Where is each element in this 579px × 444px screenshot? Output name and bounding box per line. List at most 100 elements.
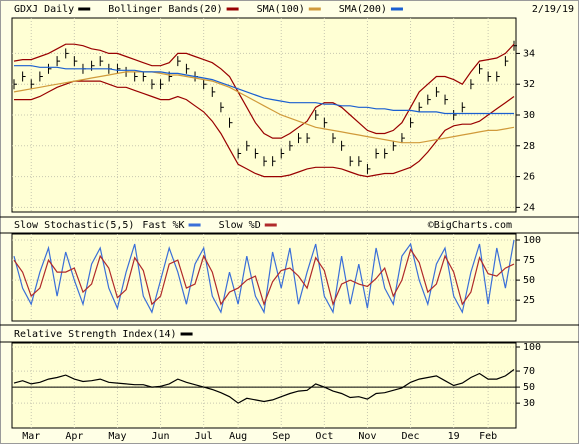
price-bar bbox=[13, 79, 17, 90]
price-bar bbox=[358, 156, 362, 167]
price-bar bbox=[142, 71, 147, 82]
price-bar bbox=[185, 63, 190, 74]
price-bar bbox=[272, 156, 276, 167]
legend-swatch bbox=[188, 223, 201, 227]
price-bar bbox=[461, 102, 466, 113]
y-tick-label: 100 bbox=[523, 342, 541, 353]
price-bar bbox=[56, 56, 61, 67]
y-tick-label: 100 bbox=[523, 235, 541, 246]
x-tick-label: Sep bbox=[272, 431, 290, 442]
y-tick-label: 75 bbox=[523, 255, 535, 266]
legend-swatch bbox=[308, 7, 321, 11]
price-bar bbox=[246, 140, 250, 151]
y-tick-label: 50 bbox=[523, 275, 535, 286]
x-tick-label: 19 bbox=[448, 431, 460, 442]
legend-swatch bbox=[264, 223, 277, 227]
price-bar bbox=[211, 86, 216, 97]
y-tick-label: 34 bbox=[523, 48, 535, 59]
date-label: 2/19/19 bbox=[532, 4, 574, 15]
series-line bbox=[13, 369, 515, 404]
price-bar bbox=[229, 117, 233, 128]
price-bar bbox=[160, 79, 164, 90]
price-bar bbox=[479, 63, 483, 74]
price-bar bbox=[280, 148, 285, 159]
price-bar bbox=[116, 63, 121, 74]
price-bar bbox=[47, 63, 52, 74]
y-tick-label: 25 bbox=[523, 295, 535, 306]
price-bar bbox=[332, 133, 336, 144]
x-tick-label: Aug bbox=[229, 431, 247, 442]
price-bar bbox=[237, 148, 242, 159]
legend-swatch bbox=[390, 7, 403, 11]
legend-label: SMA(200) bbox=[339, 4, 387, 15]
price-bar bbox=[220, 102, 224, 113]
series-line bbox=[13, 248, 515, 307]
price-bar bbox=[22, 71, 26, 82]
series-line bbox=[14, 80, 515, 178]
price-bar bbox=[366, 163, 371, 174]
price-bar bbox=[504, 56, 509, 67]
y-tick-label: 30 bbox=[523, 398, 535, 409]
legend-label: Bollinger Bands(20) bbox=[108, 4, 222, 15]
x-tick-label: Dec bbox=[402, 431, 420, 442]
legend-label: SMA(100) bbox=[257, 4, 305, 15]
price-bar bbox=[99, 56, 104, 67]
price-bar bbox=[427, 94, 431, 105]
price-bar bbox=[435, 86, 440, 97]
x-tick-label: Jul bbox=[195, 431, 213, 442]
x-tick-label: Apr bbox=[65, 431, 83, 442]
legend-label: Slow %D bbox=[219, 220, 261, 231]
series-line bbox=[13, 71, 515, 144]
price-bar bbox=[453, 110, 457, 120]
legend-swatch bbox=[180, 332, 193, 336]
price-bar bbox=[289, 140, 293, 151]
price-bar bbox=[410, 117, 414, 128]
series-line bbox=[13, 239, 515, 315]
x-tick-label: Nov bbox=[358, 431, 376, 442]
price-bar bbox=[384, 148, 388, 159]
price-bar bbox=[487, 71, 492, 82]
price-bar bbox=[470, 79, 474, 90]
x-tick-label: Oct bbox=[315, 431, 333, 442]
price-bar bbox=[315, 110, 319, 120]
x-tick-label: Feb bbox=[479, 431, 497, 442]
price-bar bbox=[65, 48, 69, 59]
price-bar bbox=[444, 94, 449, 105]
price-bar bbox=[513, 40, 517, 51]
y-tick-label: 50 bbox=[523, 382, 535, 393]
price-bar bbox=[39, 71, 43, 82]
price-bar bbox=[496, 71, 500, 82]
legend-label: Relative Strength Index(14) bbox=[14, 329, 177, 340]
series-line bbox=[13, 43, 515, 139]
y-tick-label: 70 bbox=[523, 366, 535, 377]
price-bar bbox=[177, 56, 181, 67]
price-bar bbox=[254, 148, 259, 159]
price-bar bbox=[401, 133, 405, 144]
price-bar bbox=[418, 102, 423, 113]
price-bar bbox=[297, 133, 302, 144]
watermark: ©BigCharts.com bbox=[428, 220, 512, 231]
y-tick-label: 28 bbox=[523, 141, 535, 152]
price-bar bbox=[306, 133, 311, 144]
y-tick-label: 30 bbox=[523, 110, 535, 121]
legend-label: Fast %K bbox=[142, 220, 184, 231]
legend-label: GDXJ Daily bbox=[14, 4, 74, 15]
price-bar bbox=[30, 79, 35, 90]
legend-swatch bbox=[78, 7, 91, 11]
price-bar bbox=[349, 156, 354, 167]
plot-area bbox=[11, 233, 517, 322]
price-bar bbox=[134, 71, 138, 82]
price-bar bbox=[151, 79, 155, 90]
x-tick-label: Mar bbox=[22, 431, 40, 442]
price-bar bbox=[375, 148, 380, 159]
panel-title: Slow Stochastic(5,5) bbox=[14, 220, 134, 231]
y-tick-label: 24 bbox=[523, 202, 535, 213]
price-bar bbox=[341, 140, 345, 151]
x-tick-label: May bbox=[108, 431, 126, 442]
y-tick-label: 26 bbox=[523, 172, 535, 183]
price-bar bbox=[392, 140, 397, 151]
x-tick-label: Jun bbox=[152, 431, 170, 442]
legend-swatch bbox=[226, 7, 239, 11]
y-tick-label: 32 bbox=[523, 79, 535, 90]
